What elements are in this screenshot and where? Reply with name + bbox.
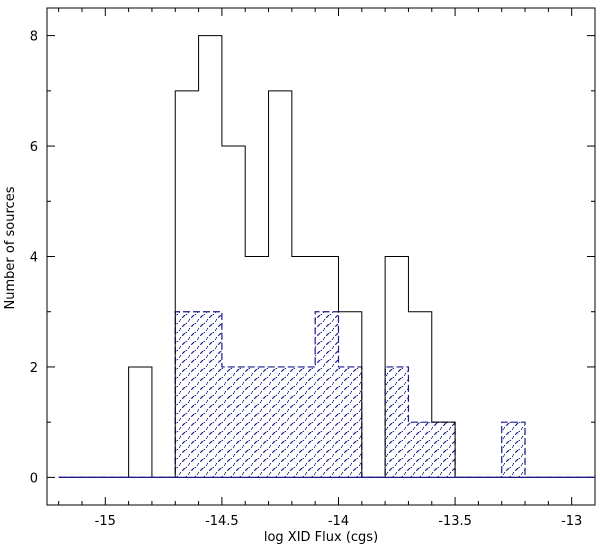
hatched-bar [431, 422, 456, 478]
hatched-bar [385, 366, 409, 478]
x-tick-label: -14 [328, 514, 349, 529]
hatched-bar [268, 366, 292, 478]
y-tick-label: 6 [30, 140, 38, 155]
hatched-bar [315, 311, 339, 478]
hatched-bar [338, 366, 362, 478]
y-tick-label: 4 [30, 251, 38, 266]
y-tick-label: 8 [30, 30, 38, 45]
y-tick-label: 0 [30, 471, 38, 486]
x-tick-label: -14.5 [205, 514, 239, 529]
hatched-bar [198, 311, 222, 478]
hatched-bar [408, 422, 432, 478]
axis-tick-labels: -15 -14.5 -14 -13.5 -13 0 2 4 6 8 [30, 30, 583, 529]
hatched-series [175, 311, 526, 478]
hatched-bar [175, 311, 199, 478]
x-tick-label: -13.5 [438, 514, 472, 529]
hatched-bar [501, 422, 526, 478]
hatched-bar [291, 366, 316, 478]
y-tick-label: 2 [30, 361, 38, 376]
x-tick-label: -13 [561, 514, 582, 529]
hatched-bar [245, 366, 269, 478]
hatched-bar [221, 366, 246, 478]
y-axis-title: Number of sources [3, 186, 18, 309]
x-axis-title: log XID Flux (cgs) [264, 530, 378, 545]
hatched-series-outline [58, 311, 595, 478]
x-tick-label: -15 [95, 514, 116, 529]
